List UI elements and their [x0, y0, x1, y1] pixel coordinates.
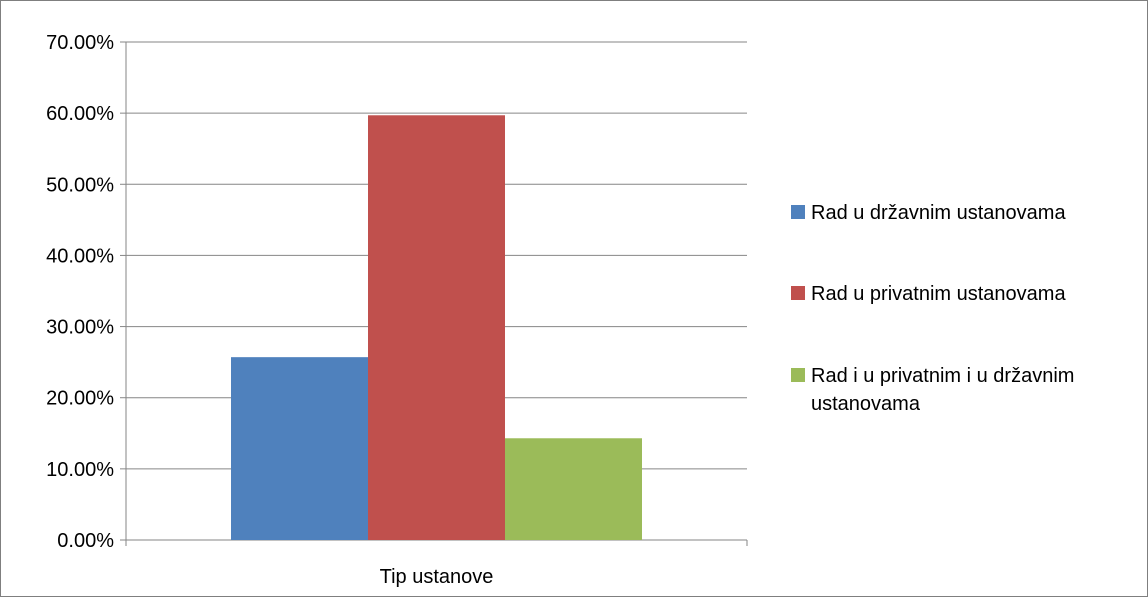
y-tick-label: 40.00% — [46, 245, 114, 267]
legend-label: Rad u državnim ustanovama — [811, 202, 1066, 224]
legend-entry: Rad i u privatnim i u državnim ustanovama — [791, 365, 1074, 415]
legend-swatch — [791, 368, 805, 382]
bar — [231, 357, 368, 540]
legend-swatch — [791, 205, 805, 219]
legend: Rad u državnim ustanovama Rad u privatnim… — [791, 202, 1074, 415]
bars — [231, 115, 642, 540]
legend-entry: Rad u privatnim ustanovama — [791, 283, 1066, 305]
legend-label: Rad i u privatnim i u državnim ustanovama — [811, 365, 1074, 415]
y-tick-label: 20.00% — [46, 388, 114, 410]
legend-swatch — [791, 286, 805, 300]
y-tick-label: 30.00% — [46, 317, 114, 339]
x-axis-category-labels: Tip ustanove — [380, 566, 494, 588]
y-tick-label: 10.00% — [46, 459, 114, 481]
y-axis-tick-labels: 0.00% 10.00% 20.00% 30.00% 40.00% 50.00% 60.00… — [46, 32, 114, 552]
bar — [505, 438, 642, 540]
y-tick-label: 0.00% — [57, 530, 114, 552]
y-tick-label: 60.00% — [46, 103, 114, 125]
bar — [368, 115, 505, 540]
y-tick-label: 70.00% — [46, 32, 114, 54]
legend-entry: Rad u državnim ustanovama — [791, 202, 1066, 224]
x-category-label: Tip ustanove — [380, 566, 494, 588]
y-tick-label: 50.00% — [46, 174, 114, 196]
legend-label: Rad u privatnim ustanovama — [811, 283, 1066, 305]
